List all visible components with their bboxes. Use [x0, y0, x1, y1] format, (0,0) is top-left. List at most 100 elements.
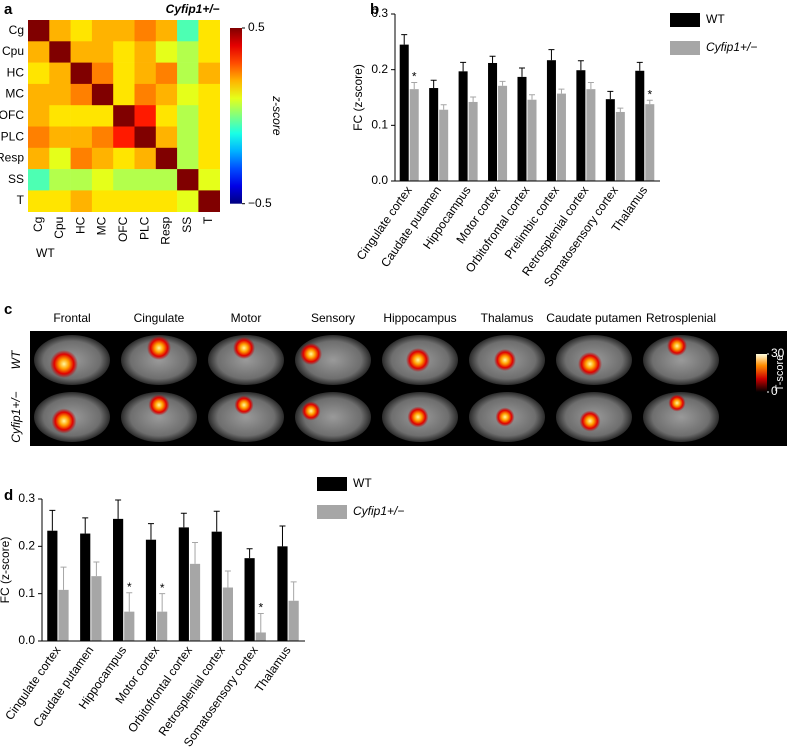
heatmap-cell: [113, 62, 135, 85]
brain-slice: [643, 335, 719, 385]
activation: [233, 337, 255, 359]
region-label: Sensory: [311, 311, 355, 325]
bar: [145, 539, 157, 641]
heatmap-cell: [134, 41, 157, 63]
colorbar-label: z-score: [270, 95, 284, 136]
legend-swatch: [670, 13, 700, 27]
bar: [399, 44, 409, 181]
error-bar: [411, 81, 418, 90]
bar: [556, 93, 566, 181]
error-bar: [213, 510, 220, 532]
heatmap-title: Cyfip1+/−: [166, 2, 220, 16]
heatmap-cell: [177, 147, 199, 170]
heatmap-cell: [155, 126, 178, 149]
heatmap-cell: [155, 41, 178, 63]
row-label: OFC: [0, 108, 24, 122]
error-bar: [548, 49, 555, 61]
row-label: Resp: [0, 151, 24, 165]
region-label: Motor: [231, 311, 262, 325]
col-label: MC: [95, 216, 109, 235]
activation: [147, 336, 171, 360]
bar: [244, 558, 255, 641]
bar: [439, 109, 449, 181]
heatmap-cell: [49, 83, 71, 106]
col-label: SS: [180, 217, 194, 233]
heatmap-cell: [113, 83, 135, 106]
legend-swatch: [317, 477, 347, 491]
heatmap-cell: [155, 105, 178, 127]
col-label: PLC: [137, 216, 151, 240]
error-bar: [587, 81, 594, 90]
heatmap-cell: [198, 41, 220, 63]
error-bar: [93, 561, 100, 577]
bar: [255, 632, 266, 641]
y-tick-label: 0.1: [18, 586, 35, 600]
heatmap-cell: [155, 62, 178, 85]
heatmap-cell: [177, 169, 199, 191]
heatmap-cell: [49, 20, 71, 42]
bar: [47, 530, 58, 641]
heatmap-cell: [28, 20, 50, 42]
heatmap-cell: [113, 41, 135, 63]
heatmap-cell: [134, 83, 157, 106]
activation: [668, 394, 686, 412]
heatmap-cell: [134, 169, 157, 191]
heatmap-cell: [28, 190, 50, 212]
heatmap-cell: [155, 169, 178, 191]
error-bar: [60, 566, 67, 590]
brain-slice: [121, 392, 197, 442]
legend-label: Cyfip1+/−: [706, 40, 757, 54]
bar: [409, 89, 419, 181]
bar: [468, 101, 478, 181]
heatmap-cell: [91, 62, 114, 85]
bar: [288, 600, 299, 641]
bar: [113, 518, 124, 641]
panel-label: b: [370, 1, 379, 18]
col-label: Resp: [159, 216, 173, 244]
activation: [667, 336, 687, 356]
y-label: FC (z-score): [351, 64, 365, 131]
bar: [222, 587, 233, 641]
y-tick-label: 0.0: [371, 173, 388, 187]
activation: [578, 352, 602, 376]
axes: [394, 14, 660, 182]
heatmap-cell: [113, 105, 135, 127]
error-bar: [489, 55, 496, 63]
heatmap-cell: [91, 41, 114, 63]
heatmap-cell: [91, 169, 114, 191]
region-label: Caudate putamen: [546, 311, 641, 325]
heatmap-cell: [198, 105, 220, 127]
bar: [615, 111, 625, 181]
heatmap-cell: [198, 83, 220, 106]
panel-label: d: [4, 487, 13, 504]
error-bar: [401, 34, 408, 45]
heatmap-cell: [91, 105, 114, 127]
heatmap-cell: [28, 126, 50, 149]
error-bar: [499, 80, 506, 86]
heatmap-cell: [113, 147, 135, 170]
y-tick-label: 0.2: [18, 539, 35, 553]
axes: [41, 499, 305, 642]
activation: [301, 401, 321, 421]
colorbar: [756, 354, 767, 392]
row-label: MC: [5, 87, 24, 101]
panel-label: c: [4, 301, 12, 318]
row-label: SS: [8, 172, 24, 186]
bar: [211, 531, 222, 641]
error-bar: [82, 517, 89, 534]
error-bar: [646, 99, 653, 105]
heatmap-cell: [91, 190, 114, 212]
bar: [635, 70, 645, 181]
bar: [488, 62, 498, 182]
heatmap-cell: [70, 41, 93, 63]
bar: [91, 576, 102, 641]
heatmap-cell: [28, 105, 50, 127]
heatmap-cell: [70, 169, 93, 191]
activation: [494, 349, 516, 371]
bar: [458, 71, 468, 181]
heatmap-cell: [28, 147, 50, 170]
bar: [517, 76, 527, 181]
significance: *: [127, 580, 132, 594]
heatmap-cell: [177, 126, 199, 149]
legend-swatch: [317, 505, 347, 519]
